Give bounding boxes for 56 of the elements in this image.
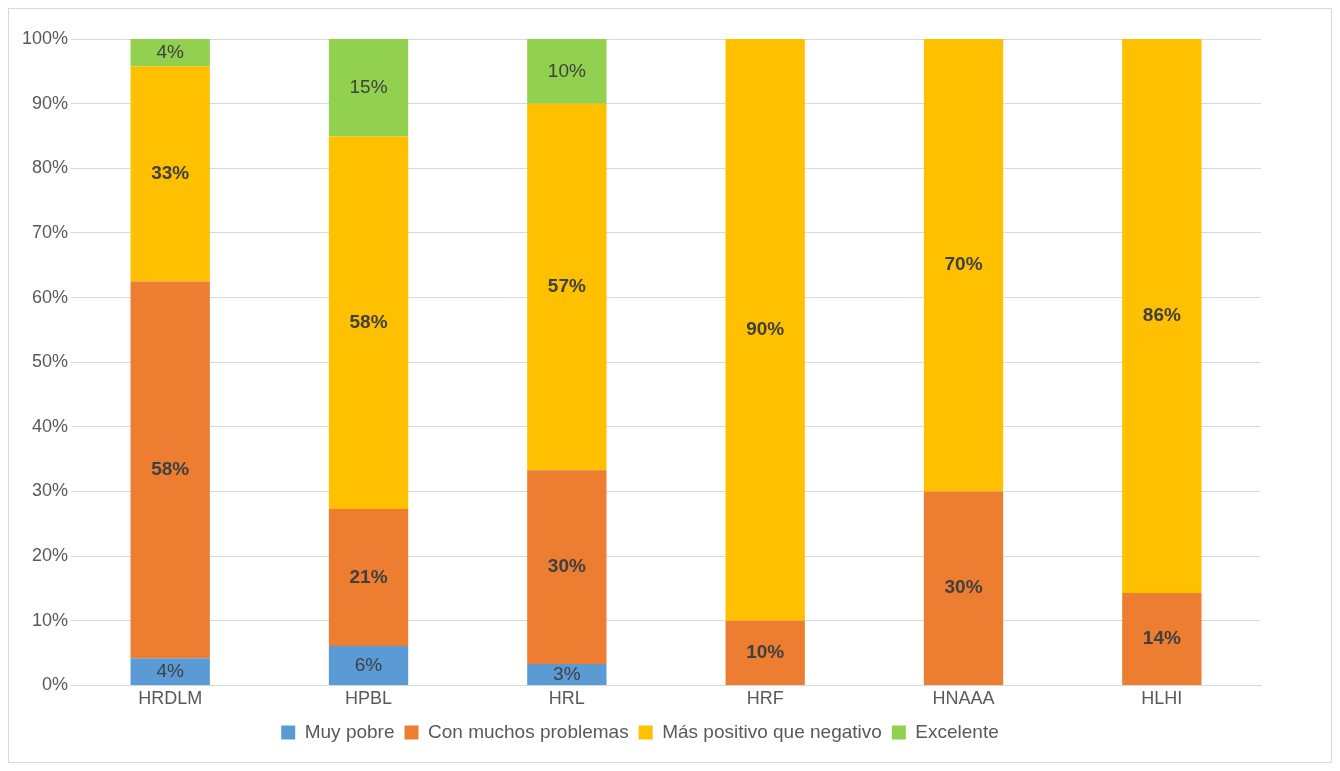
x-tick-label: HNAAA (932, 688, 995, 709)
bar (1122, 39, 1202, 593)
data-label: 86% (1142, 304, 1181, 326)
y-tick-label: 0% (42, 674, 69, 695)
bar (527, 39, 607, 104)
bar (328, 39, 409, 137)
data-label: 6% (354, 653, 383, 675)
y-tick-label: 30% (32, 480, 69, 501)
bar (1122, 592, 1202, 685)
bar (725, 620, 805, 685)
data-label: 10% (547, 59, 586, 81)
bar (328, 508, 409, 646)
y-tick-label: 70% (32, 221, 69, 242)
data-label: 4% (156, 40, 185, 62)
bar (527, 470, 607, 665)
legend-label: Excelente (915, 720, 999, 742)
data-label: 14% (1142, 627, 1181, 649)
data-label: 58% (151, 458, 190, 480)
bar (130, 658, 210, 685)
legend-label: Muy pobre (304, 720, 395, 742)
bar (130, 281, 210, 659)
x-tick-label: HLHI (1141, 688, 1183, 709)
y-tick-label: 40% (32, 415, 69, 436)
y-tick-label: 80% (32, 157, 69, 178)
bar (725, 39, 805, 621)
bar (923, 491, 1004, 685)
x-tick-label: HPBL (345, 688, 393, 709)
data-label: 70% (944, 253, 983, 275)
y-tick-label: 10% (32, 609, 69, 630)
legend-label: Más positivo que negativo (662, 720, 882, 742)
bar (130, 66, 210, 282)
y-tick-label: 100% (21, 27, 69, 48)
legend-label: Con muchos problemas (427, 720, 629, 742)
bar (328, 136, 409, 509)
data-label: 58% (349, 311, 388, 332)
bar (328, 645, 409, 685)
data-label: 90% (746, 318, 785, 340)
y-tick-label: 20% (32, 545, 69, 566)
data-label: 15% (349, 76, 388, 98)
data-label: 30% (547, 555, 586, 577)
y-tick-label: 60% (32, 286, 69, 307)
y-tick-label: 50% (32, 351, 69, 372)
y-tick-label: 90% (32, 92, 69, 113)
x-tick-label: HRF (746, 688, 784, 709)
data-label: 10% (746, 641, 785, 663)
data-label: 57% (547, 275, 586, 297)
x-tick-label: HRDLM (138, 688, 203, 709)
data-label: 4% (156, 659, 185, 681)
data-label: 33% (151, 162, 190, 184)
bar (527, 103, 607, 471)
bar (923, 39, 1004, 492)
data-label: 21% (349, 565, 388, 587)
data-label: 30% (944, 576, 983, 598)
bar (130, 39, 210, 67)
data-label: 3% (553, 662, 581, 684)
x-tick-label: HRL (548, 688, 585, 709)
